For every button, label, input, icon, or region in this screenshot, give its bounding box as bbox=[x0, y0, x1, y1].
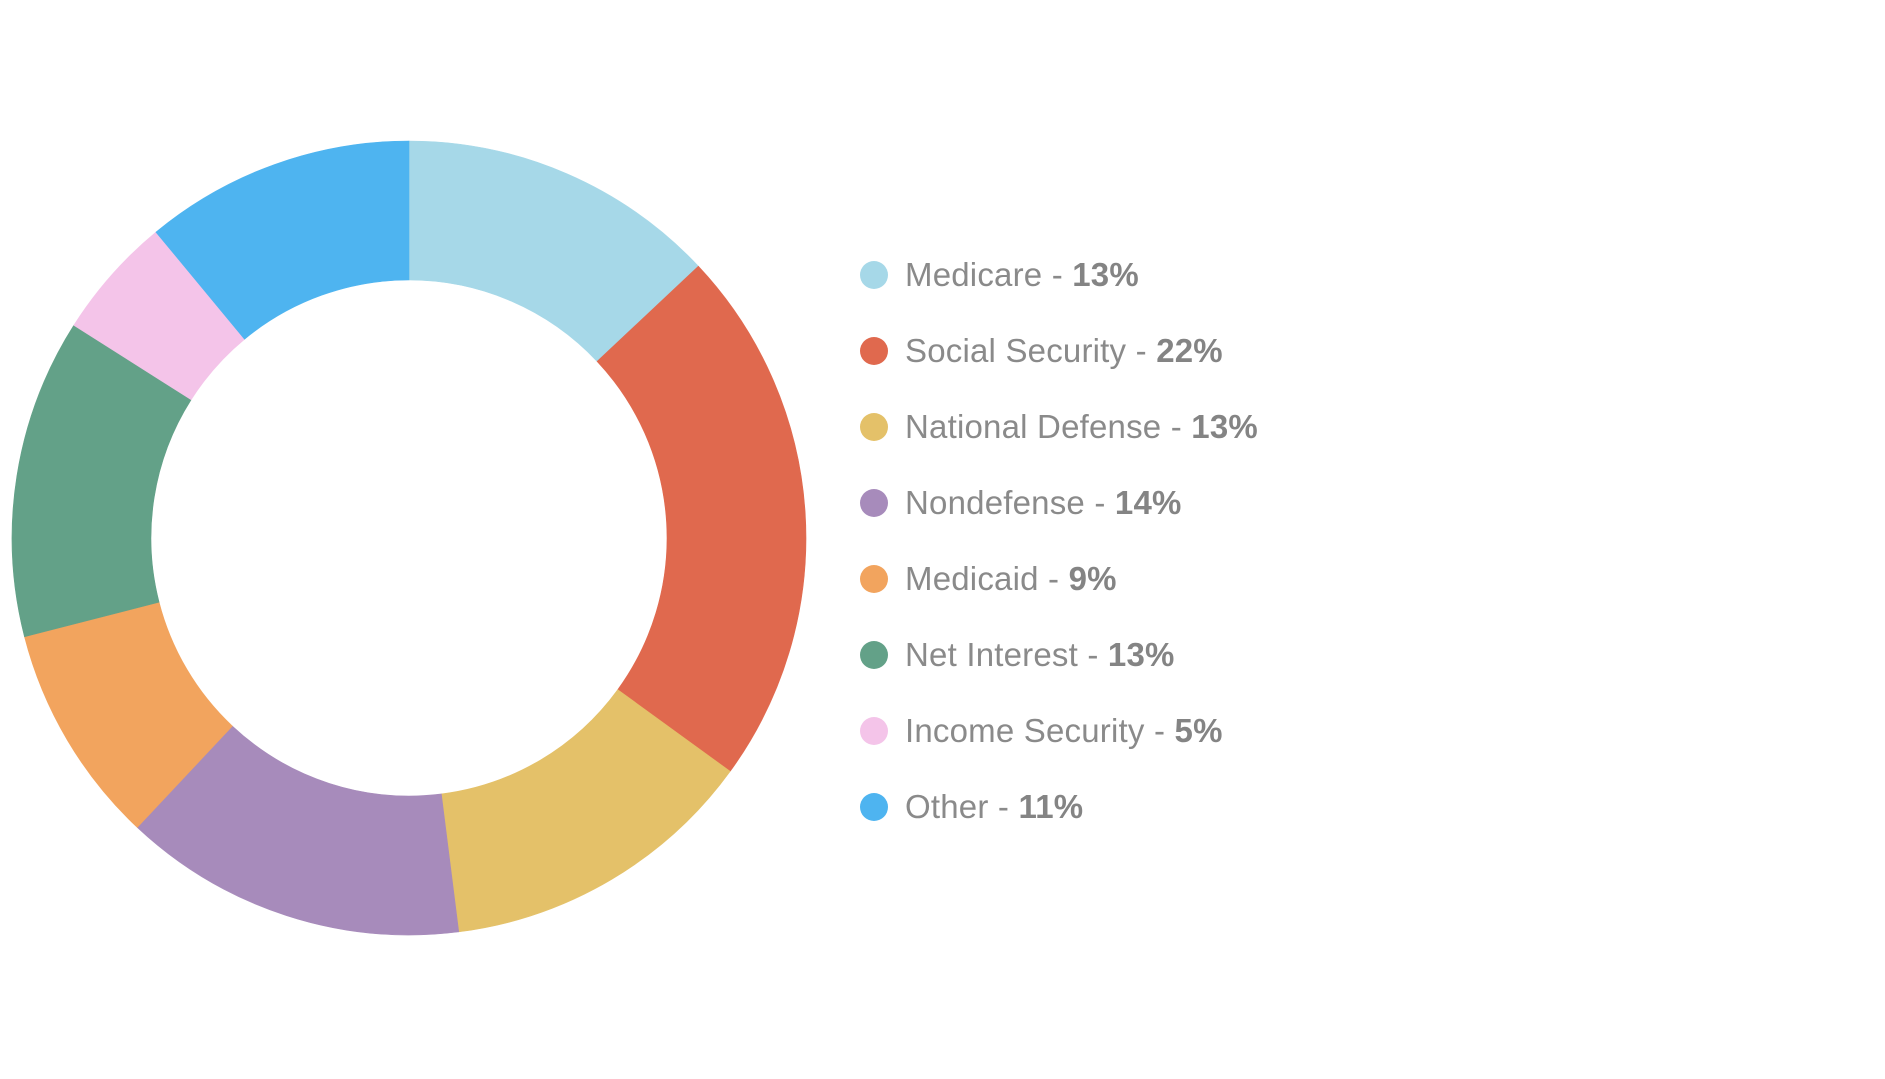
chart-legend: Medicare - 13% Social Security - 22% Natio… bbox=[860, 237, 1258, 845]
legend-swatch-icon bbox=[860, 489, 888, 517]
legend-series-name: Income Security - bbox=[905, 712, 1175, 749]
legend-label: Medicare - 13% bbox=[905, 256, 1139, 294]
legend-swatch-icon bbox=[860, 413, 888, 441]
legend-swatch-icon bbox=[860, 641, 888, 669]
legend-series-name: National Defense - bbox=[905, 408, 1192, 445]
legend-swatch-icon bbox=[860, 565, 888, 593]
legend-swatch-icon bbox=[860, 261, 888, 289]
legend-item-national-defense[interactable]: National Defense - 13% bbox=[860, 389, 1258, 465]
legend-series-percent: 22% bbox=[1156, 332, 1223, 369]
donut-slice-net-interest[interactable] bbox=[11, 324, 192, 638]
donut-slice-social-security[interactable] bbox=[596, 265, 807, 772]
legend-label: Income Security - 5% bbox=[905, 712, 1223, 750]
donut-slice-nondefense[interactable] bbox=[136, 725, 460, 936]
donut-slice-other[interactable] bbox=[155, 140, 410, 340]
legend-label: Nondefense - 14% bbox=[905, 484, 1182, 522]
legend-item-income-security[interactable]: Income Security - 5% bbox=[860, 693, 1258, 769]
legend-series-name: Medicare - bbox=[905, 256, 1073, 293]
legend-series-percent: 9% bbox=[1068, 560, 1117, 597]
legend-series-percent: 11% bbox=[1018, 788, 1084, 825]
legend-item-medicare[interactable]: Medicare - 13% bbox=[860, 237, 1258, 313]
legend-item-net-interest[interactable]: Net Interest - 13% bbox=[860, 617, 1258, 693]
legend-swatch-icon bbox=[860, 717, 888, 745]
legend-series-name: Other - bbox=[905, 788, 1019, 825]
legend-label: Other - 11% bbox=[905, 788, 1083, 826]
legend-label: Social Security - 22% bbox=[905, 332, 1223, 370]
legend-label: Net Interest - 13% bbox=[905, 636, 1175, 674]
legend-series-percent: 13% bbox=[1191, 408, 1258, 445]
legend-series-percent: 14% bbox=[1114, 484, 1182, 521]
legend-item-medicaid[interactable]: Medicaid - 9% bbox=[860, 541, 1258, 617]
legend-series-name: Net Interest - bbox=[905, 636, 1108, 673]
legend-series-percent: 13% bbox=[1072, 256, 1139, 293]
legend-series-name: Medicaid - bbox=[905, 560, 1069, 597]
legend-item-nondefense[interactable]: Nondefense - 14% bbox=[860, 465, 1258, 541]
legend-series-name: Nondefense - bbox=[905, 484, 1115, 521]
donut-slice-national-defense[interactable] bbox=[441, 689, 731, 933]
legend-item-other[interactable]: Other - 11% bbox=[860, 769, 1258, 845]
legend-swatch-icon bbox=[860, 337, 888, 365]
legend-series-name: Social Security - bbox=[905, 332, 1157, 369]
legend-series-percent: 5% bbox=[1174, 712, 1223, 749]
legend-label: Medicaid - 9% bbox=[905, 560, 1117, 598]
donut-slice-medicare[interactable] bbox=[408, 140, 699, 362]
legend-item-social-security[interactable]: Social Security - 22% bbox=[860, 313, 1258, 389]
legend-series-percent: 13% bbox=[1107, 636, 1175, 673]
legend-swatch-icon bbox=[860, 793, 888, 821]
legend-label: National Defense - 13% bbox=[905, 408, 1258, 446]
